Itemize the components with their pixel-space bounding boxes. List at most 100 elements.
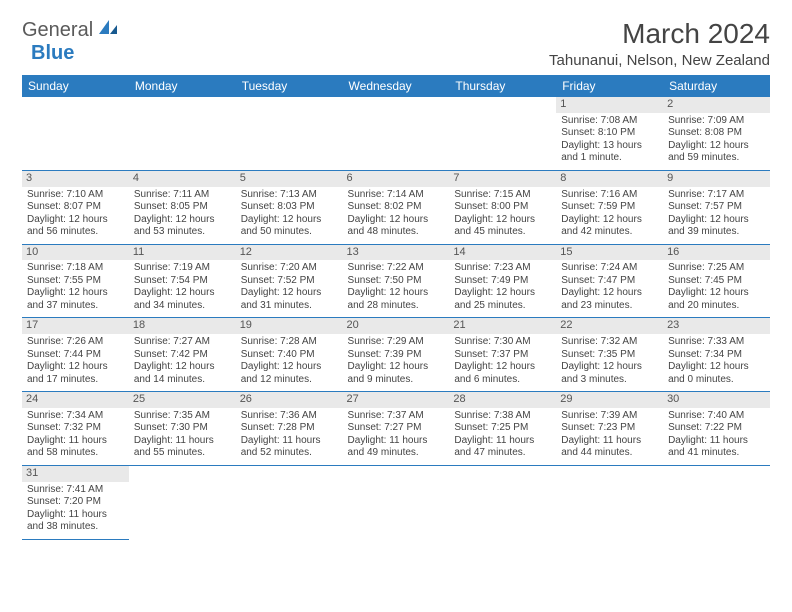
weekday-header: Wednesday	[343, 75, 450, 97]
sunrise-line: Sunrise: 7:26 AM	[27, 336, 124, 349]
sunset-line: Sunset: 7:50 PM	[348, 275, 445, 288]
daylight-line-1: Daylight: 12 hours	[241, 287, 338, 300]
day-number: 16	[663, 245, 770, 261]
daylight-line-2: and 23 minutes.	[561, 300, 658, 313]
daylight-line-2: and 14 minutes.	[134, 374, 231, 387]
sunset-line: Sunset: 7:55 PM	[27, 275, 124, 288]
sunrise-line: Sunrise: 7:25 AM	[668, 262, 765, 275]
sunrise-line: Sunrise: 7:17 AM	[668, 189, 765, 202]
daylight-line-2: and 17 minutes.	[27, 374, 124, 387]
day-number: 12	[236, 245, 343, 261]
sunset-line: Sunset: 7:52 PM	[241, 275, 338, 288]
empty-cell	[129, 465, 236, 539]
sunset-line: Sunset: 7:57 PM	[668, 201, 765, 214]
day-cell: 23Sunrise: 7:33 AMSunset: 7:34 PMDayligh…	[663, 318, 770, 392]
day-cell: 18Sunrise: 7:27 AMSunset: 7:42 PMDayligh…	[129, 318, 236, 392]
logo-blue-row: Blue	[31, 42, 74, 65]
day-cell: 17Sunrise: 7:26 AMSunset: 7:44 PMDayligh…	[22, 318, 129, 392]
sunrise-line: Sunrise: 7:16 AM	[561, 189, 658, 202]
daylight-line-1: Daylight: 12 hours	[348, 287, 445, 300]
daylight-line-1: Daylight: 12 hours	[348, 214, 445, 227]
weekday-header: Thursday	[449, 75, 556, 97]
day-cell: 3Sunrise: 7:10 AMSunset: 8:07 PMDaylight…	[22, 170, 129, 244]
daylight-line-2: and 9 minutes.	[348, 374, 445, 387]
daylight-line-2: and 53 minutes.	[134, 226, 231, 239]
logo-text-blue: Blue	[31, 42, 74, 65]
daylight-line-2: and 45 minutes.	[454, 226, 551, 239]
sunrise-line: Sunrise: 7:34 AM	[27, 410, 124, 423]
day-number: 27	[343, 392, 450, 408]
sunrise-line: Sunrise: 7:10 AM	[27, 189, 124, 202]
sunset-line: Sunset: 7:23 PM	[561, 422, 658, 435]
empty-cell	[22, 97, 129, 170]
day-number: 21	[449, 318, 556, 334]
day-cell: 29Sunrise: 7:39 AMSunset: 7:23 PMDayligh…	[556, 392, 663, 466]
sunset-line: Sunset: 7:45 PM	[668, 275, 765, 288]
day-number: 26	[236, 392, 343, 408]
day-cell: 4Sunrise: 7:11 AMSunset: 8:05 PMDaylight…	[129, 170, 236, 244]
daylight-line-2: and 6 minutes.	[454, 374, 551, 387]
daylight-line-1: Daylight: 11 hours	[27, 435, 124, 448]
day-number: 4	[129, 171, 236, 187]
day-number: 24	[22, 392, 129, 408]
daylight-line-1: Daylight: 12 hours	[27, 214, 124, 227]
day-cell: 8Sunrise: 7:16 AMSunset: 7:59 PMDaylight…	[556, 170, 663, 244]
sunset-line: Sunset: 8:00 PM	[454, 201, 551, 214]
daylight-line-1: Daylight: 12 hours	[454, 287, 551, 300]
day-cell: 2Sunrise: 7:09 AMSunset: 8:08 PMDaylight…	[663, 97, 770, 170]
day-number: 5	[236, 171, 343, 187]
sunset-line: Sunset: 7:54 PM	[134, 275, 231, 288]
daylight-line-2: and 58 minutes.	[27, 447, 124, 460]
daylight-line-1: Daylight: 11 hours	[134, 435, 231, 448]
day-number: 9	[663, 171, 770, 187]
daylight-line-2: and 37 minutes.	[27, 300, 124, 313]
sunrise-line: Sunrise: 7:32 AM	[561, 336, 658, 349]
sunrise-line: Sunrise: 7:15 AM	[454, 189, 551, 202]
day-number: 6	[343, 171, 450, 187]
day-cell: 13Sunrise: 7:22 AMSunset: 7:50 PMDayligh…	[343, 244, 450, 318]
daylight-line-2: and 28 minutes.	[348, 300, 445, 313]
day-number: 14	[449, 245, 556, 261]
day-cell: 12Sunrise: 7:20 AMSunset: 7:52 PMDayligh…	[236, 244, 343, 318]
calendar-head: SundayMondayTuesdayWednesdayThursdayFrid…	[22, 75, 770, 97]
day-cell: 22Sunrise: 7:32 AMSunset: 7:35 PMDayligh…	[556, 318, 663, 392]
daylight-line-1: Daylight: 12 hours	[27, 287, 124, 300]
daylight-line-2: and 47 minutes.	[454, 447, 551, 460]
day-cell: 14Sunrise: 7:23 AMSunset: 7:49 PMDayligh…	[449, 244, 556, 318]
day-number: 1	[556, 97, 663, 113]
day-number: 23	[663, 318, 770, 334]
sunset-line: Sunset: 7:22 PM	[668, 422, 765, 435]
sunset-line: Sunset: 7:49 PM	[454, 275, 551, 288]
daylight-line-2: and 42 minutes.	[561, 226, 658, 239]
daylight-line-1: Daylight: 12 hours	[454, 214, 551, 227]
day-cell: 5Sunrise: 7:13 AMSunset: 8:03 PMDaylight…	[236, 170, 343, 244]
empty-cell	[449, 465, 556, 539]
empty-cell	[236, 465, 343, 539]
daylight-line-2: and 20 minutes.	[668, 300, 765, 313]
daylight-line-1: Daylight: 12 hours	[348, 361, 445, 374]
sunset-line: Sunset: 7:39 PM	[348, 349, 445, 362]
daylight-line-1: Daylight: 11 hours	[348, 435, 445, 448]
day-cell: 25Sunrise: 7:35 AMSunset: 7:30 PMDayligh…	[129, 392, 236, 466]
day-number: 7	[449, 171, 556, 187]
location: Tahunanui, Nelson, New Zealand	[549, 52, 770, 69]
sunrise-line: Sunrise: 7:20 AM	[241, 262, 338, 275]
sunset-line: Sunset: 7:59 PM	[561, 201, 658, 214]
daylight-line-2: and 25 minutes.	[454, 300, 551, 313]
sunrise-line: Sunrise: 7:24 AM	[561, 262, 658, 275]
daylight-line-2: and 38 minutes.	[27, 521, 124, 534]
day-cell: 9Sunrise: 7:17 AMSunset: 7:57 PMDaylight…	[663, 170, 770, 244]
sunrise-line: Sunrise: 7:22 AM	[348, 262, 445, 275]
day-cell: 1Sunrise: 7:08 AMSunset: 8:10 PMDaylight…	[556, 97, 663, 170]
day-number: 3	[22, 171, 129, 187]
day-cell: 28Sunrise: 7:38 AMSunset: 7:25 PMDayligh…	[449, 392, 556, 466]
sunset-line: Sunset: 8:02 PM	[348, 201, 445, 214]
sunset-line: Sunset: 7:32 PM	[27, 422, 124, 435]
sunset-line: Sunset: 7:47 PM	[561, 275, 658, 288]
sunset-line: Sunset: 8:05 PM	[134, 201, 231, 214]
daylight-line-2: and 3 minutes.	[561, 374, 658, 387]
sunset-line: Sunset: 8:08 PM	[668, 127, 765, 140]
daylight-line-2: and 50 minutes.	[241, 226, 338, 239]
day-number: 31	[22, 466, 129, 482]
day-number: 18	[129, 318, 236, 334]
